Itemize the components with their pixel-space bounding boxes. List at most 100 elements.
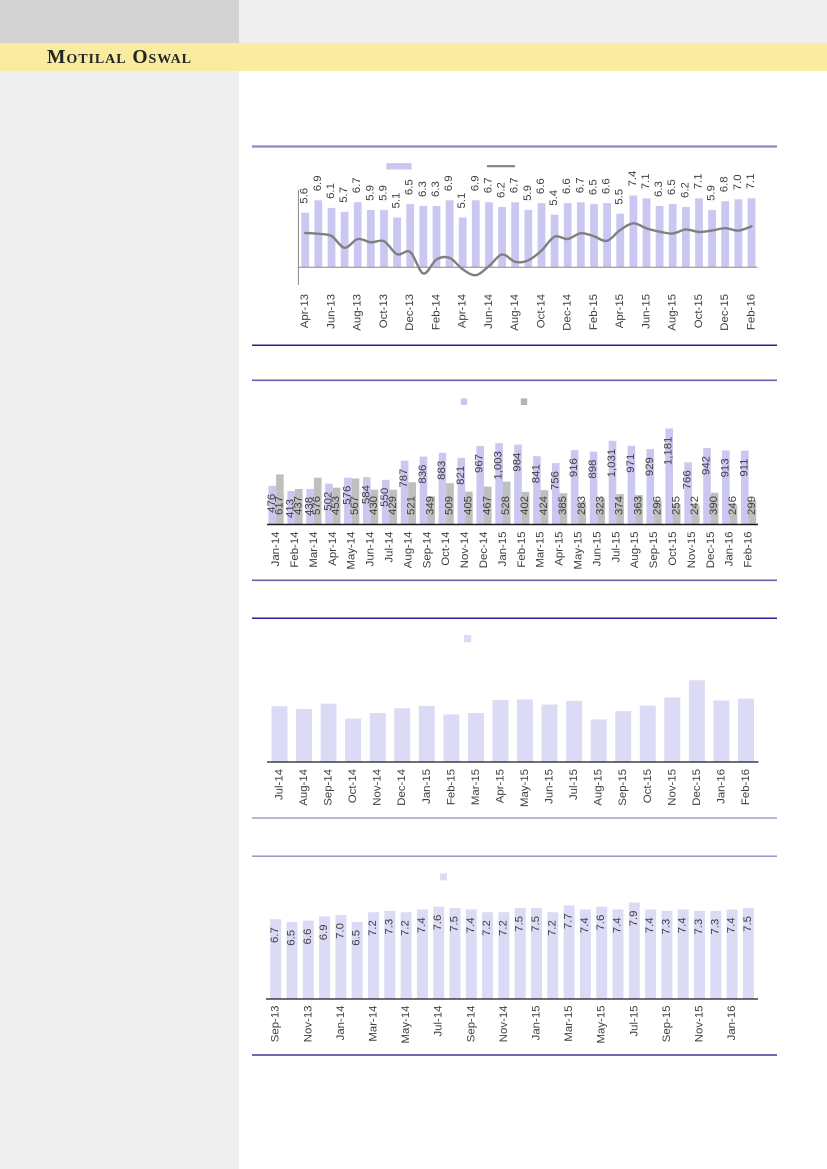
svg-text:7.5: 7.5 <box>449 916 461 932</box>
svg-text:6.6: 6.6 <box>561 178 573 194</box>
svg-text:413: 413 <box>285 499 297 518</box>
svg-text:5.9: 5.9 <box>378 185 390 201</box>
svg-text:Nov-15: Nov-15 <box>686 532 698 569</box>
svg-text:Aug-14: Aug-14 <box>402 532 414 569</box>
svg-text:6.7: 6.7 <box>574 177 586 193</box>
svg-text:7.3: 7.3 <box>709 919 721 935</box>
svg-text:Mar-14: Mar-14 <box>308 532 320 568</box>
svg-text:Nov-14: Nov-14 <box>498 1006 510 1043</box>
svg-text:5.6: 5.6 <box>299 188 311 204</box>
svg-text:Feb-15: Feb-15 <box>588 294 600 330</box>
svg-text:7.1: 7.1 <box>640 173 652 189</box>
svg-text:6.7: 6.7 <box>509 177 521 193</box>
svg-text:Jun-15: Jun-15 <box>544 769 556 804</box>
svg-text:6.5: 6.5 <box>351 930 363 946</box>
svg-text:Jul-14: Jul-14 <box>274 769 286 800</box>
svg-text:Apr-15: Apr-15 <box>554 532 566 566</box>
svg-text:7.3: 7.3 <box>660 919 672 935</box>
svg-text:7.2: 7.2 <box>367 920 379 936</box>
svg-text:296: 296 <box>651 496 663 515</box>
svg-text:Sep-15: Sep-15 <box>661 1006 673 1043</box>
svg-text:7.2: 7.2 <box>400 920 412 936</box>
svg-text:7.4: 7.4 <box>612 917 624 933</box>
svg-text:May-15: May-15 <box>519 769 531 807</box>
svg-text:787: 787 <box>398 469 410 488</box>
svg-text:883: 883 <box>436 461 448 480</box>
svg-text:Jun-15: Jun-15 <box>641 294 653 329</box>
svg-text:424: 424 <box>538 496 550 515</box>
svg-text:6.9: 6.9 <box>443 175 455 191</box>
svg-text:7.5: 7.5 <box>530 916 542 932</box>
svg-text:Mar-15: Mar-15 <box>470 769 482 805</box>
svg-text:299: 299 <box>746 496 758 515</box>
svg-text:363: 363 <box>633 496 645 515</box>
svg-text:Jan-15: Jan-15 <box>497 532 509 567</box>
svg-text:6.5: 6.5 <box>666 179 678 195</box>
svg-text:5.9: 5.9 <box>706 185 718 201</box>
svg-text:836: 836 <box>417 465 429 484</box>
svg-text:6.5: 6.5 <box>286 930 298 946</box>
svg-text:349: 349 <box>425 496 437 515</box>
svg-text:467: 467 <box>481 496 493 515</box>
svg-text:6.6: 6.6 <box>302 929 314 945</box>
svg-text:7.2: 7.2 <box>481 920 493 936</box>
svg-text:6.9: 6.9 <box>312 175 324 191</box>
svg-text:Jul-14: Jul-14 <box>433 1006 445 1037</box>
svg-text:Jun-14: Jun-14 <box>483 294 495 329</box>
svg-text:6.3: 6.3 <box>417 181 429 197</box>
svg-text:Feb-15: Feb-15 <box>516 532 528 568</box>
svg-text:6.6: 6.6 <box>535 178 547 194</box>
svg-text:7.3: 7.3 <box>693 919 705 935</box>
svg-text:Sep-13: Sep-13 <box>270 1006 282 1043</box>
svg-text:Dec-14: Dec-14 <box>562 294 574 331</box>
svg-text:May-14: May-14 <box>346 532 358 570</box>
svg-text:7.9: 7.9 <box>628 911 640 927</box>
svg-text:438: 438 <box>304 497 316 516</box>
svg-text:Feb-16: Feb-16 <box>746 294 758 330</box>
svg-text:374: 374 <box>614 496 626 515</box>
svg-text:Nov-14: Nov-14 <box>459 532 471 569</box>
svg-text:929: 929 <box>644 457 656 476</box>
svg-text:567: 567 <box>349 496 361 515</box>
svg-text:584: 584 <box>360 485 372 504</box>
svg-text:6.8: 6.8 <box>719 176 731 192</box>
svg-text:528: 528 <box>500 496 512 515</box>
svg-text:Feb-15: Feb-15 <box>445 769 457 805</box>
svg-text:5.1: 5.1 <box>456 193 468 209</box>
svg-text:430: 430 <box>368 496 380 515</box>
svg-text:766: 766 <box>682 470 694 489</box>
svg-text:Feb-16: Feb-16 <box>743 532 755 568</box>
svg-text:7.2: 7.2 <box>497 920 509 936</box>
svg-text:5.5: 5.5 <box>614 189 626 205</box>
svg-text:Apr-13: Apr-13 <box>299 294 311 328</box>
svg-text:7.1: 7.1 <box>745 173 757 189</box>
svg-text:242: 242 <box>689 496 701 515</box>
svg-text:7.4: 7.4 <box>627 171 639 187</box>
svg-text:Dec-14: Dec-14 <box>478 532 490 569</box>
svg-text:Aug-13: Aug-13 <box>352 294 364 331</box>
svg-text:323: 323 <box>595 496 607 515</box>
svg-text:942: 942 <box>701 456 713 475</box>
svg-text:Jun-14: Jun-14 <box>365 532 377 567</box>
svg-text:Dec-13: Dec-13 <box>404 294 416 331</box>
svg-text:Aug-15: Aug-15 <box>629 532 641 569</box>
svg-text:May-15: May-15 <box>596 1006 608 1044</box>
svg-text:Dec-15: Dec-15 <box>705 532 717 569</box>
svg-text:Aug-14: Aug-14 <box>298 769 310 806</box>
svg-text:7.7: 7.7 <box>563 913 575 929</box>
svg-text:Apr-14: Apr-14 <box>327 532 339 566</box>
svg-text:6.5: 6.5 <box>588 179 600 195</box>
svg-text:Oct-14: Oct-14 <box>536 294 548 328</box>
svg-text:Oct-13: Oct-13 <box>378 294 390 328</box>
svg-text:7.3: 7.3 <box>383 919 395 935</box>
svg-text:476: 476 <box>266 494 278 513</box>
svg-text:Jan-16: Jan-16 <box>715 769 727 804</box>
svg-text:7.4: 7.4 <box>677 917 689 933</box>
svg-text:Nov-13: Nov-13 <box>302 1006 314 1043</box>
svg-text:1,031: 1,031 <box>606 449 618 478</box>
svg-text:Jan-15: Jan-15 <box>421 769 433 804</box>
svg-text:Sep-15: Sep-15 <box>648 532 660 569</box>
svg-text:550: 550 <box>379 488 391 507</box>
svg-text:Aug-15: Aug-15 <box>593 769 605 806</box>
svg-text:Dec-14: Dec-14 <box>396 769 408 806</box>
